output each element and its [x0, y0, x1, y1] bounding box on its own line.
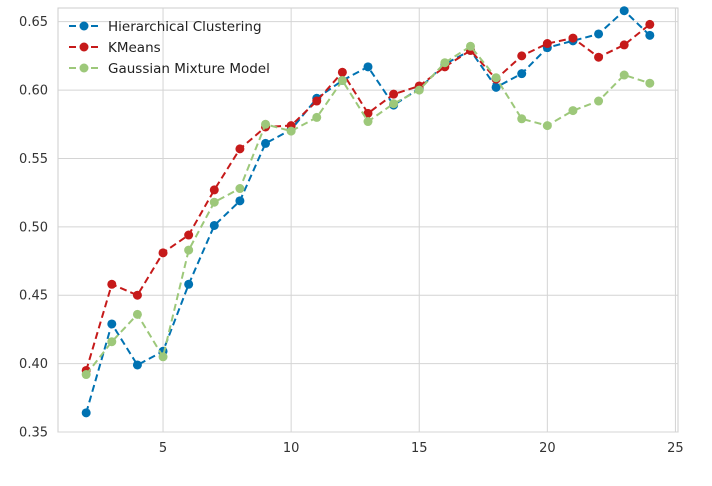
data-point: [414, 85, 424, 95]
data-point: [517, 51, 527, 61]
plot-area: [57, 7, 679, 433]
data-point: [184, 245, 194, 255]
legend-marker: [79, 21, 89, 31]
data-point: [107, 279, 117, 289]
x-axis-ticks: 5 10 15 20 25: [159, 441, 684, 456]
data-point: [235, 196, 245, 206]
data-point: [517, 114, 527, 124]
data-point: [619, 40, 629, 50]
data-point: [645, 19, 655, 29]
x-tick-label: 25: [667, 441, 684, 456]
y-axis-ticks: 0.35 0.40 0.45 0.50 0.55 0.60 0.65: [19, 15, 48, 440]
y-tick-label: 0.50: [19, 220, 48, 235]
data-point: [389, 89, 399, 99]
legend-marker: [79, 42, 89, 52]
data-point: [158, 248, 168, 258]
data-point: [645, 78, 655, 88]
data-point: [107, 319, 117, 329]
data-point: [235, 184, 245, 194]
data-point: [132, 360, 142, 370]
data-point: [107, 337, 117, 347]
data-point: [235, 144, 245, 154]
data-point: [312, 96, 322, 106]
y-tick-label: 0.40: [19, 357, 48, 372]
legend-label: KMeans: [108, 40, 161, 56]
legend: Hierarchical Clustering KMeans Gaussian Mi…: [69, 19, 270, 77]
data-point: [132, 290, 142, 300]
data-point: [440, 58, 450, 68]
data-point: [81, 408, 91, 418]
data-point: [542, 39, 552, 49]
data-point: [209, 197, 219, 207]
data-point: [184, 279, 194, 289]
data-point: [619, 70, 629, 80]
y-tick-label: 0.45: [19, 289, 48, 304]
data-point: [132, 309, 142, 319]
y-tick-label: 0.55: [19, 152, 48, 167]
y-tick-label: 0.60: [19, 84, 48, 99]
grid-lines: [58, 8, 678, 433]
legend-item: Gaussian Mixture Model: [69, 61, 270, 77]
data-point: [619, 6, 629, 16]
data-point: [645, 30, 655, 40]
data-point: [389, 99, 399, 109]
series-3: [81, 41, 655, 380]
series-layer: [81, 6, 655, 418]
data-point: [363, 62, 373, 72]
y-tick-label: 0.65: [19, 15, 48, 30]
data-point: [209, 220, 219, 230]
data-point: [594, 29, 604, 39]
y-tick-label: 0.35: [19, 426, 48, 441]
data-point: [517, 69, 527, 79]
legend-item: Hierarchical Clustering: [69, 19, 262, 35]
data-point: [568, 33, 578, 43]
data-point: [594, 52, 604, 62]
data-point: [261, 138, 271, 148]
data-point: [286, 126, 296, 136]
data-point: [337, 75, 347, 85]
data-point: [337, 67, 347, 77]
data-point: [465, 41, 475, 51]
data-point: [568, 106, 578, 116]
x-tick-label: 20: [539, 441, 556, 456]
data-point: [363, 117, 373, 127]
data-point: [209, 185, 219, 195]
data-point: [363, 108, 373, 118]
data-point: [312, 112, 322, 122]
data-point: [184, 230, 194, 240]
data-point: [491, 73, 501, 83]
legend-label: Gaussian Mixture Model: [108, 61, 270, 77]
x-tick-label: 10: [283, 441, 300, 456]
data-point: [542, 121, 552, 131]
x-tick-label: 5: [159, 441, 167, 456]
series-line: [85, 23, 651, 371]
data-point: [491, 82, 501, 92]
data-point: [261, 119, 271, 129]
data-point: [158, 352, 168, 362]
legend-label: Hierarchical Clustering: [108, 19, 262, 35]
legend-item: KMeans: [69, 40, 161, 56]
legend-marker: [79, 63, 89, 73]
x-tick-label: 15: [411, 441, 428, 456]
data-point: [594, 96, 604, 106]
data-point: [81, 370, 91, 380]
